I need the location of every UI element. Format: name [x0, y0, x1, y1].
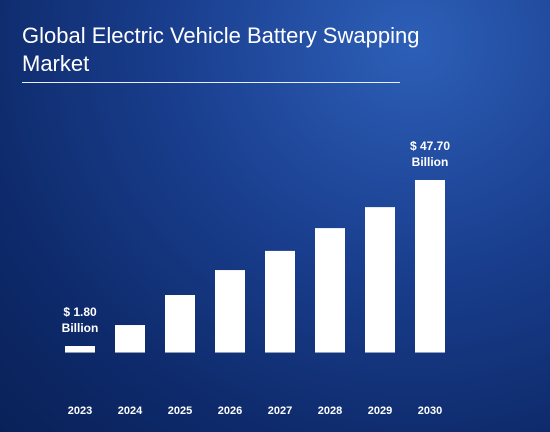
x-tick-label: 2028	[318, 405, 342, 417]
x-tick-label: 2029	[368, 405, 392, 417]
bar	[265, 250, 295, 353]
x-tick-label: 2024	[118, 405, 143, 417]
title-rule	[22, 82, 400, 83]
x-tick-label: 2025	[168, 405, 192, 417]
x-tick-label: 2023	[68, 405, 92, 417]
x-tick-label: 2027	[268, 405, 292, 417]
bar	[215, 270, 245, 353]
bar	[315, 228, 345, 353]
bar	[415, 180, 445, 353]
value-label: $ 47.70 Billion	[409, 139, 451, 169]
bar	[115, 325, 145, 353]
bar	[165, 295, 195, 353]
x-tick-label: 2026	[218, 405, 242, 417]
x-tick-label: 2030	[418, 405, 442, 417]
bar	[365, 207, 395, 353]
bar	[65, 346, 95, 353]
value-label: $ 1.80 Billion	[61, 305, 99, 336]
chart-title: Global Electric Vehicle Battery Swapping…	[22, 23, 420, 76]
